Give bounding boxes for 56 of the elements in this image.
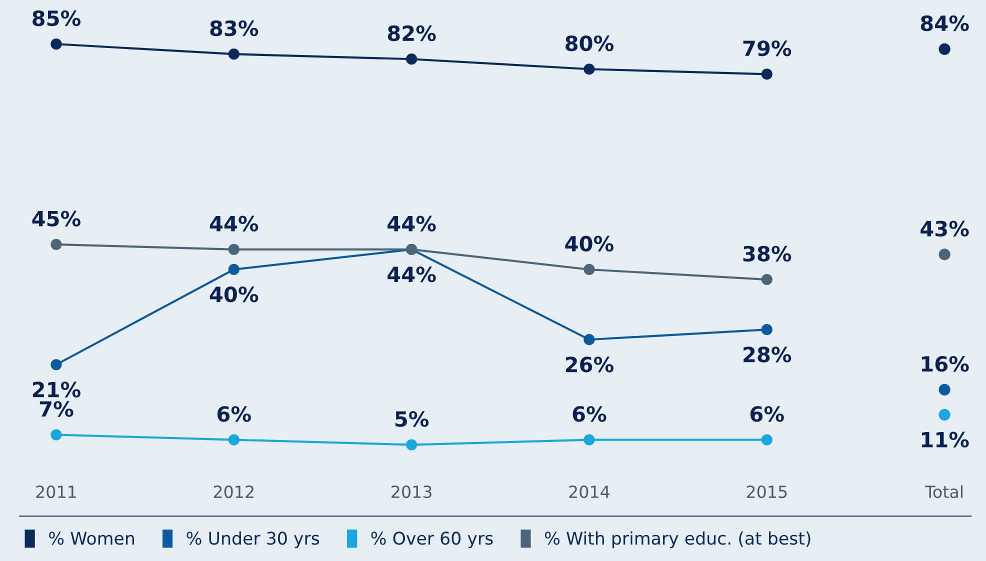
data-label: 45% xyxy=(32,210,80,227)
point xyxy=(938,384,950,396)
legend-label: % Over 60 yrs xyxy=(371,532,493,548)
x-tick-label: 2012 xyxy=(214,485,254,498)
point xyxy=(228,48,240,60)
x-tick-label: 2013 xyxy=(392,485,432,498)
data-label: 5% xyxy=(395,411,429,427)
point xyxy=(406,439,418,450)
data-label: 38% xyxy=(743,246,792,262)
point xyxy=(938,43,950,55)
data-label: 6% xyxy=(572,406,606,422)
data-label: 21% xyxy=(32,382,80,398)
point xyxy=(761,274,772,286)
point xyxy=(584,264,595,276)
data-label: 28% xyxy=(744,346,792,362)
data-label: 84% xyxy=(920,15,969,32)
data-label: 79% xyxy=(743,40,792,56)
data-label: 6% xyxy=(750,406,784,422)
data-label: 85% xyxy=(32,10,80,26)
point xyxy=(50,38,62,50)
point xyxy=(761,324,772,336)
data-label: 16% xyxy=(922,356,969,372)
data-label: 82% xyxy=(388,25,436,42)
point xyxy=(50,359,62,370)
point xyxy=(50,429,62,440)
point xyxy=(50,238,62,250)
data-label: 40% xyxy=(210,286,258,302)
x-tick-label: 2015 xyxy=(746,485,787,498)
data-label: 43% xyxy=(920,220,969,237)
point xyxy=(584,434,595,446)
data-label: 44% xyxy=(388,216,436,232)
x-tick-label: Total xyxy=(925,485,962,498)
data-label: 44% xyxy=(388,266,436,282)
legend-label: % Women xyxy=(49,532,134,545)
point xyxy=(584,334,595,346)
point xyxy=(406,54,418,65)
x-tick-label: 2014 xyxy=(569,485,610,498)
data-label: 40% xyxy=(565,236,614,252)
x-tick-label: 2011 xyxy=(36,485,76,498)
point xyxy=(761,68,772,80)
point xyxy=(761,434,772,446)
point xyxy=(228,264,240,276)
data-label: 83% xyxy=(210,20,258,36)
data-label: 44% xyxy=(210,216,258,232)
data-label: 80% xyxy=(566,35,614,52)
point xyxy=(938,248,950,260)
point xyxy=(584,64,595,75)
data-label: 11% xyxy=(922,432,969,448)
data-label: 26% xyxy=(566,356,614,372)
legend-label: % With primary educ. (at best) xyxy=(544,531,810,548)
point xyxy=(938,408,950,421)
data-label: 6% xyxy=(218,406,251,422)
legend-label: % Under 30 yrs xyxy=(186,531,320,548)
point xyxy=(228,434,240,446)
data-label: 7% xyxy=(40,401,74,417)
point xyxy=(228,244,240,255)
